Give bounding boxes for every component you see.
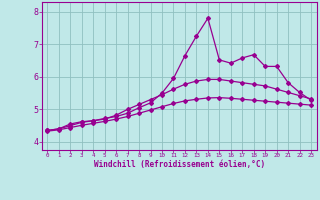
X-axis label: Windchill (Refroidissement éolien,°C): Windchill (Refroidissement éolien,°C): [94, 160, 265, 169]
